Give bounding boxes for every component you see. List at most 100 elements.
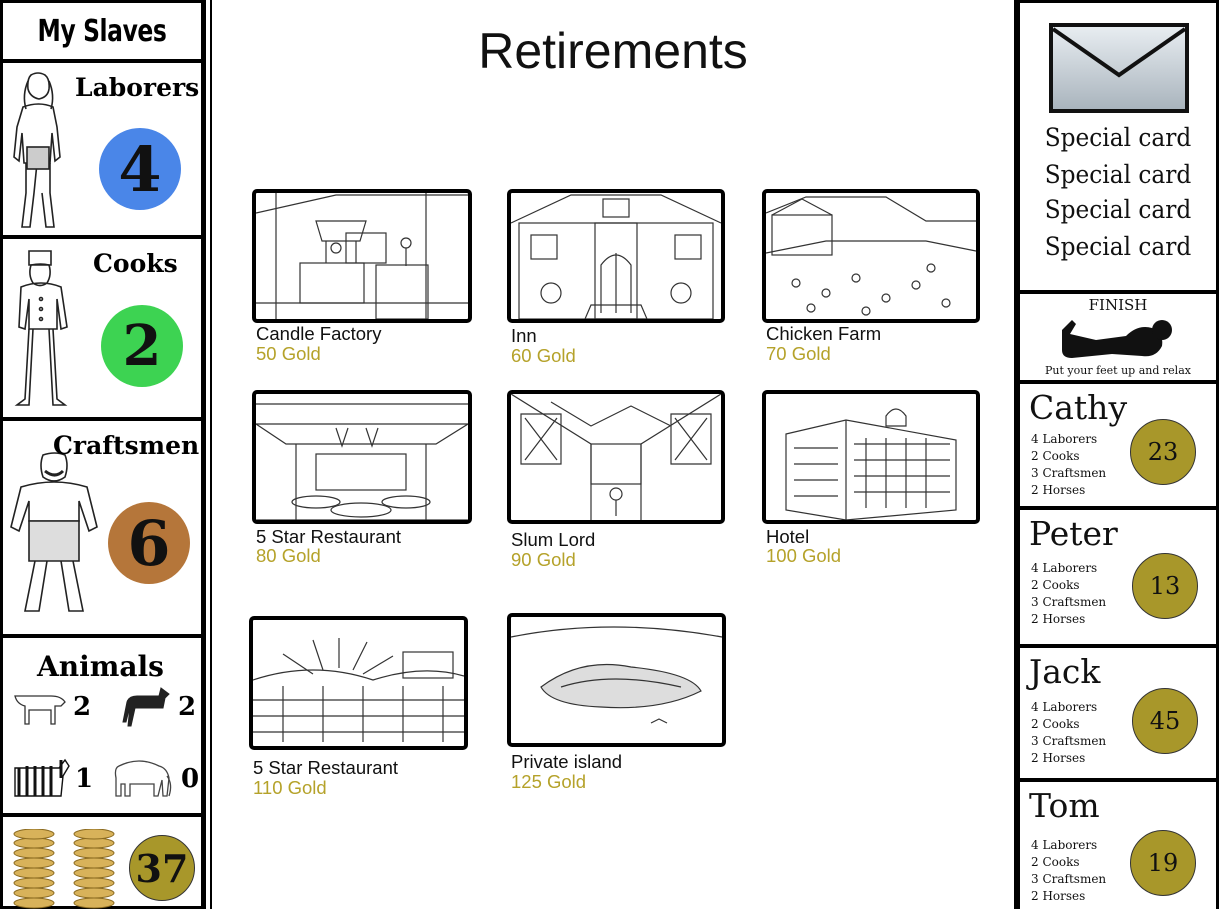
animals-section[interactable]: Animals 2 2 1 0: [0, 635, 206, 816]
card-price: 100 Gold: [766, 545, 842, 566]
players-panel: Special card Special card Special card S…: [1017, 0, 1219, 909]
special-card-item[interactable]: Special card: [1044, 195, 1192, 224]
retirement-card[interactable]: Inn 60 Gold: [507, 189, 727, 369]
player-stat: 4 Laborers: [1031, 561, 1098, 575]
card-price: 80 Gold: [256, 545, 321, 566]
slaves-panel: My Slaves Laborers 4 Cooks: [0, 0, 210, 909]
special-card-item[interactable]: Special card: [1044, 160, 1192, 189]
player-stat: 2 Cooks: [1031, 717, 1080, 731]
gold-section[interactable]: 37: [0, 814, 206, 909]
cooks-count-badge: 2: [101, 305, 183, 387]
player-stat: 3 Craftsmen: [1031, 734, 1107, 748]
relaxing-person-icon: [1062, 320, 1172, 358]
slaves-header: My Slaves: [0, 0, 206, 62]
vineyard-illustration-icon: [249, 616, 468, 750]
horse-count: 2: [178, 692, 197, 722]
island-illustration-icon: [507, 613, 726, 747]
factory-illustration-icon: [252, 189, 472, 323]
player-gold-badge: 19: [1130, 830, 1196, 896]
horse-icon: [122, 687, 170, 727]
player-gold-badge: 13: [1132, 553, 1198, 619]
card-price: 50 Gold: [256, 343, 321, 364]
cow-count: 2: [73, 692, 92, 722]
player-stat: 3 Craftsmen: [1031, 466, 1107, 480]
card-name: 5 Star Restaurant: [256, 526, 401, 547]
zebra-icon: [14, 758, 70, 797]
card-name: Candle Factory: [256, 323, 382, 344]
retirement-card[interactable]: Slum Lord 90 Gold: [507, 390, 727, 570]
page-title: Retirements: [478, 23, 748, 79]
laborers-count-badge: 4: [99, 128, 181, 210]
coin-stack-icon: [13, 829, 55, 909]
zebra-count: 1: [75, 764, 94, 794]
card-price: 70 Gold: [766, 343, 831, 364]
card-name: Hotel: [766, 526, 810, 547]
hotel-illustration-icon: [762, 390, 980, 524]
retirement-card[interactable]: Chicken Farm 70 Gold: [762, 189, 982, 369]
laborers-label: Laborers: [75, 73, 200, 102]
craftsmen-count-badge: 6: [108, 502, 190, 584]
player-gold-badge: 45: [1132, 688, 1198, 754]
player-stat: 3 Craftsmen: [1031, 595, 1107, 609]
player-stat: 2 Cooks: [1031, 578, 1080, 592]
player-name: Peter: [1029, 514, 1118, 553]
player-name: Tom: [1029, 786, 1100, 825]
laborer-figure-icon: [13, 72, 61, 228]
player-name: Jack: [1029, 652, 1101, 691]
special-card-item[interactable]: Special card: [1044, 232, 1192, 261]
restaurant-illustration-icon: [252, 390, 472, 524]
finish-title: FINISH: [1088, 296, 1148, 314]
player-stat: 2 Cooks: [1031, 449, 1080, 463]
card-price: 110 Gold: [253, 777, 327, 798]
player-stat: 2 Horses: [1031, 483, 1086, 497]
coin-stack-icon: [73, 829, 115, 909]
gold-count-badge: 37: [129, 835, 195, 901]
card-name: Chicken Farm: [766, 323, 882, 344]
player-gold-badge: 23: [1130, 419, 1196, 485]
player-card[interactable]: Jack 4 Laborers 2 Cooks 3 Craftsmen 2 Ho…: [1017, 645, 1219, 781]
player-stat: 4 Laborers: [1031, 432, 1098, 446]
special-card-item[interactable]: Special card: [1044, 123, 1192, 152]
card-name: Inn: [511, 325, 537, 346]
finish-button[interactable]: FINISH Put your feet up and relax: [1017, 291, 1219, 383]
craftsmen-section[interactable]: Craftsmen 6: [0, 418, 206, 637]
retirement-card[interactable]: Private island 125 Gold: [507, 613, 727, 798]
farm-illustration-icon: [762, 189, 980, 323]
cook-figure-icon: [14, 250, 68, 406]
player-stat: 2 Horses: [1031, 889, 1086, 903]
laborers-section[interactable]: Laborers 4: [0, 60, 206, 238]
player-stat: 3 Craftsmen: [1031, 872, 1107, 886]
envelope-icon[interactable]: [1049, 23, 1189, 113]
retirement-card[interactable]: 5 Star Restaurant 110 Gold: [249, 616, 469, 801]
elephant-count: 0: [181, 764, 200, 794]
finish-caption: Put your feet up and relax: [1045, 364, 1191, 377]
retirement-card[interactable]: 5 Star Restaurant 80 Gold: [252, 390, 472, 570]
card-price: 90 Gold: [511, 549, 576, 570]
player-stat: 2 Cooks: [1031, 855, 1080, 869]
cow-icon: [14, 695, 66, 725]
alley-illustration-icon: [507, 390, 725, 524]
player-name: Cathy: [1029, 388, 1128, 427]
retirement-card[interactable]: Candle Factory 50 Gold: [252, 189, 472, 369]
card-name: Slum Lord: [511, 529, 596, 550]
player-stat: 4 Laborers: [1031, 838, 1098, 852]
cooks-section[interactable]: Cooks 2: [0, 236, 206, 420]
card-name: 5 Star Restaurant: [253, 757, 398, 778]
elephant-icon: [114, 760, 172, 797]
craftsman-figure-icon: [10, 452, 98, 612]
special-cards-section: Special card Special card Special card S…: [1017, 0, 1219, 293]
player-card[interactable]: Tom 4 Laborers 2 Cooks 3 Craftsmen 2 Hor…: [1017, 779, 1219, 909]
slaves-title: My Slaves: [37, 14, 167, 49]
player-stat: 2 Horses: [1031, 612, 1086, 626]
card-price: 125 Gold: [511, 771, 587, 792]
card-name: Private island: [511, 751, 623, 772]
player-card[interactable]: Peter 4 Laborers 2 Cooks 3 Craftsmen 2 H…: [1017, 507, 1219, 647]
retirement-card[interactable]: Hotel 100 Gold: [762, 390, 982, 570]
player-stat: 2 Horses: [1031, 751, 1086, 765]
cooks-label: Cooks: [93, 249, 178, 278]
inn-illustration-icon: [507, 189, 725, 323]
animals-label: Animals: [37, 650, 164, 683]
retirements-board: Retirements Candle Factory 50 Gold: [210, 0, 1017, 909]
card-price: 60 Gold: [511, 345, 576, 366]
player-card[interactable]: Cathy 4 Laborers 2 Cooks 3 Craftsmen 2 H…: [1017, 381, 1219, 509]
